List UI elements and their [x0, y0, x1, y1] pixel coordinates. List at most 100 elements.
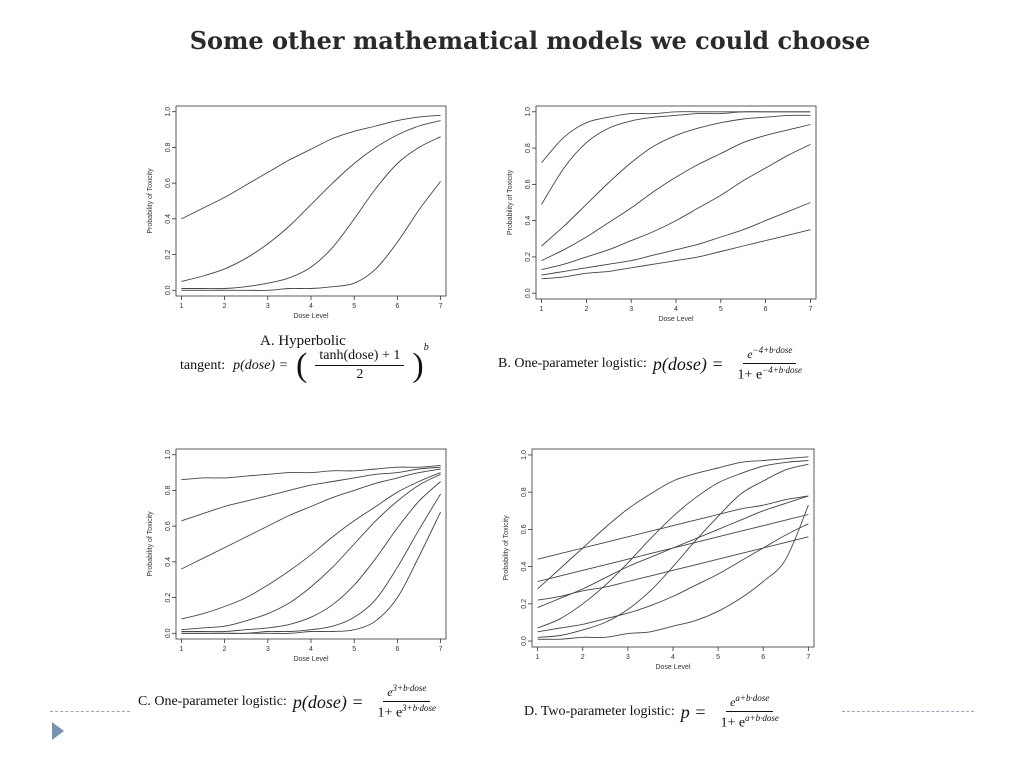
series-line-1 [181, 464, 441, 481]
series-line-7 [181, 493, 441, 634]
series-line-8 [181, 511, 442, 634]
series-line-2 [181, 120, 441, 282]
panel-b-numerator: e−4+b·dose [743, 345, 797, 364]
panel-a-formula-lhs: p(dose) = [233, 357, 289, 373]
y-tick-label: 1.0 [165, 107, 172, 117]
y-tick-label: 1.0 [525, 107, 532, 117]
x-axis-label: Dose Level [655, 664, 690, 671]
chart-panel-a: 1 2 3 4 5 6 7 0.0 0.2 0.4 0.6 0.8 1.0 Dose Level Proba… [140, 100, 460, 322]
x-tick-label: 2 [584, 306, 588, 313]
x-tick-label: 4 [309, 303, 313, 310]
x-tick-label: 2 [223, 303, 227, 310]
panel-a-fraction: tanh(dose) + 1 2 [315, 348, 405, 383]
x-tick-label: 5 [716, 654, 720, 661]
x-tick-label: 2 [581, 654, 585, 661]
paren-right-icon: ) [412, 346, 424, 384]
y-tick-label: 0.4 [525, 216, 532, 226]
y-tick-label: 0.4 [165, 214, 172, 224]
y-tick-label: 0.2 [165, 593, 172, 603]
chart-panel-c: 1 2 3 4 5 6 7 0.0 0.2 0.4 0.6 0.8 1.0 Dose Level Proba… [140, 443, 460, 665]
footer-divider-right [842, 711, 974, 712]
x-tick-label: 6 [764, 306, 768, 313]
panel-c-den-exp: 3+b·dose [402, 703, 436, 713]
panel-c-den-lead: 1+ e [377, 705, 403, 721]
x-tick-label: 1 [540, 306, 544, 313]
series-line-3 [537, 460, 809, 629]
series-line-2 [541, 111, 811, 205]
series-line-5 [541, 143, 811, 271]
series-line-3 [181, 468, 441, 570]
panel-d-denominator: 1+ ea+b·dose [716, 712, 782, 732]
y-tick-label: 0.8 [521, 487, 528, 497]
panel-d-fraction: ea+b·dose 1+ ea+b·dose [716, 693, 782, 732]
series-line-8 [537, 505, 809, 640]
panel-a-formula-num: tanh(dose) + 1 [315, 348, 405, 366]
panel-b-label: B. One-parameter logistic: [498, 356, 647, 372]
panel-b-fraction: e−4+b·dose 1+ e−4+b·dose [734, 345, 807, 384]
y-tick-label: 1.0 [521, 450, 528, 460]
y-tick-label: 0.8 [165, 142, 172, 152]
y-tick-label: 0.0 [165, 285, 172, 295]
chart-a: 1 2 3 4 5 6 7 0.0 0.2 0.4 0.6 0.8 1.0 Dose Level Proba… [147, 105, 447, 320]
panel-c-label: C. One-parameter logistic: [138, 694, 287, 710]
paren-left-icon: ( [296, 346, 308, 384]
caption-b: B. One-parameter logistic: p(dose) = e−4… [498, 345, 806, 384]
x-tick-label: 1 [179, 646, 183, 653]
y-tick-label: 0.6 [165, 521, 172, 531]
panel-d-num-exp: a+b·dose [735, 693, 770, 703]
panel-c-num-exp: 3+b·dose [392, 683, 427, 693]
series-line-6 [537, 463, 809, 638]
series-line-4 [181, 472, 441, 620]
x-tick-label: 7 [806, 654, 810, 661]
x-tick-label: 4 [674, 306, 678, 313]
y-tick-label: 0.2 [165, 250, 172, 260]
series-line-3 [181, 136, 441, 290]
y-axis-label: Probability of Toxicity [147, 511, 154, 577]
y-tick-label: 0.2 [525, 252, 532, 262]
panel-b-denominator: 1+ e−4+b·dose [734, 364, 807, 384]
x-tick-label: 6 [761, 654, 765, 661]
y-tick-label: 0.6 [165, 178, 172, 188]
series-line-4 [181, 181, 441, 291]
panel-c-denominator: 1+ e3+b·dose [374, 702, 440, 722]
series-line-3 [541, 114, 811, 247]
x-tick-label: 6 [395, 303, 399, 310]
y-tick-label: 0.6 [525, 179, 532, 189]
slide-title: Some other mathematical models we could … [189, 26, 871, 55]
series-line-9 [537, 523, 809, 633]
footer-divider-left [50, 711, 130, 712]
y-tick-label: 0.0 [165, 628, 172, 638]
panel-d-num-base: e [730, 695, 736, 709]
x-tick-label: 5 [352, 646, 356, 653]
panel-a-formula-exp: b [423, 342, 429, 353]
x-tick-label: 3 [626, 654, 630, 661]
x-tick-label: 1 [536, 654, 540, 661]
x-tick-label: 3 [266, 303, 270, 310]
caption-d: D. Two-parameter logistic: p = ea+b·dose… [524, 693, 783, 732]
x-tick-label: 7 [439, 646, 443, 653]
caption-a-formula: tangent: p(dose) = ( tanh(dose) + 1 2 ) … [180, 342, 429, 384]
panel-c-formula-lhs: p(dose) = [292, 691, 364, 712]
x-tick-label: 4 [309, 646, 313, 653]
panel-d-numerator: ea+b·dose [726, 693, 774, 712]
x-tick-label: 4 [671, 654, 675, 661]
series-line-1 [537, 456, 809, 590]
y-tick-label: 0.0 [521, 636, 528, 646]
series-line-2 [181, 466, 441, 522]
y-axis-label: Probability of Toxicity [147, 168, 154, 234]
chart-panel-b: 1 2 3 4 5 6 7 0.0 0.2 0.4 0.6 0.8 1.0 Dose Level Proba… [500, 100, 830, 325]
y-tick-label: 0.8 [525, 143, 532, 153]
panel-d-den-exp: a+b·dose [745, 713, 779, 723]
caption-a-title: A. Hyperbolic [260, 333, 346, 350]
x-tick-label: 5 [719, 306, 723, 313]
series-line-1 [181, 114, 441, 220]
x-axis-label: Dose Level [293, 656, 328, 663]
x-axis-label: Dose Level [293, 313, 328, 320]
y-tick-label: 0.0 [525, 288, 532, 298]
series-line-6 [541, 202, 811, 276]
next-slide-arrow-icon[interactable] [52, 722, 64, 740]
x-tick-label: 7 [439, 303, 443, 310]
chart-c: 1 2 3 4 5 6 7 0.0 0.2 0.4 0.6 0.8 1.0 Dose Level Proba… [147, 448, 447, 663]
panel-a-formula-lead: tangent: [180, 357, 226, 373]
y-tick-label: 0.2 [521, 599, 528, 609]
